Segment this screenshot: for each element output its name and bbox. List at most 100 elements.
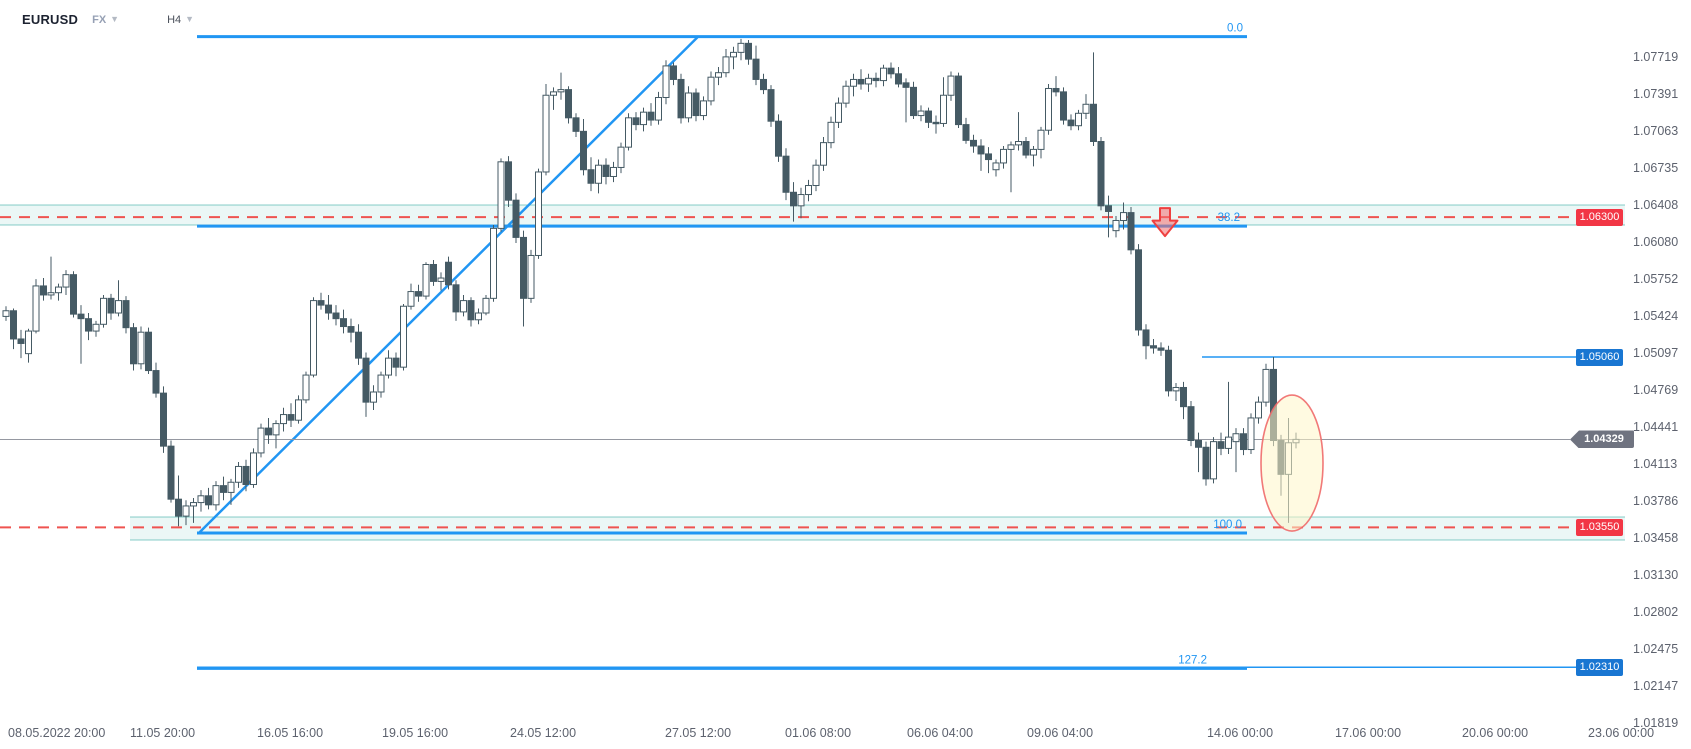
candle-down [670, 65, 677, 80]
candles [2, 38, 1300, 527]
highlight-zone [130, 517, 1625, 541]
time-axis-label: 09.06 04:00 [1027, 726, 1093, 740]
candle-up [550, 91, 557, 96]
candle-down [692, 92, 700, 117]
candle-down [1052, 87, 1060, 93]
price-axis-label: 1.07063 [1633, 124, 1678, 138]
candle-up [1210, 441, 1217, 480]
candle-down [977, 145, 985, 155]
price-axis-label: 1.04769 [1633, 383, 1678, 397]
candle-up [227, 481, 235, 493]
candle-down [587, 169, 595, 184]
market-label: FX [92, 13, 107, 26]
candle-up [992, 162, 1000, 171]
candle-up [1037, 129, 1045, 150]
candle-up [1030, 148, 1037, 156]
price-tag-target[interactable]: 1.02310 [1576, 658, 1623, 676]
symbol-name[interactable]: EURUSD [22, 12, 79, 27]
price-axis-label: 1.06080 [1633, 235, 1678, 249]
candle-down [415, 291, 422, 297]
price-axis[interactable]: 1.07719 1.07391 1.07063 1.06735 1.06408 1.060… [1633, 50, 1678, 730]
candle-down [790, 191, 797, 207]
candle-up [1075, 112, 1082, 127]
candle-up [865, 77, 872, 85]
price-tag-resistance[interactable]: 1.06300 [1576, 208, 1623, 226]
highlight-ellipse[interactable] [1260, 394, 1324, 532]
timeframe-selector[interactable]: H4 ▼ [133, 14, 194, 26]
price-tag-support[interactable]: 1.03550 [1576, 518, 1623, 536]
time-axis-label: 01.06 08:00 [785, 726, 851, 740]
candle-up [1120, 212, 1127, 221]
candle-down [925, 110, 932, 123]
candle-down [220, 485, 227, 493]
candle-up [475, 312, 482, 321]
candle-up [700, 100, 707, 117]
candle-up [797, 194, 805, 207]
price-axis-label: 1.07391 [1633, 87, 1678, 101]
candle-up [842, 85, 850, 104]
candle-up [1007, 144, 1015, 150]
candle-up [1262, 368, 1270, 403]
candle-up [137, 331, 145, 365]
time-axis-label: 06.06 04:00 [907, 726, 973, 740]
candle-down [1195, 440, 1202, 448]
candle-down [767, 89, 775, 122]
candle-down [77, 313, 85, 320]
candle-up [115, 300, 122, 314]
time-axis-label: 20.06 00:00 [1462, 726, 1528, 740]
time-axis-label: 08.05.2022 20:00 [8, 726, 105, 740]
sell-arrow-icon[interactable] [1151, 207, 1179, 238]
candle-up [595, 164, 602, 184]
candle-down [857, 78, 865, 85]
candle-down [677, 78, 685, 119]
candle-down [782, 155, 790, 193]
time-axis-label: 17.06 00:00 [1335, 726, 1401, 740]
candle-down [872, 77, 880, 82]
candle-down [1157, 347, 1165, 351]
candle-down [752, 58, 760, 80]
candle-down [1090, 103, 1097, 143]
candle-down [122, 300, 130, 329]
candle-up [55, 286, 62, 294]
candle-up [257, 427, 265, 454]
candle-down [10, 310, 17, 340]
time-axis-label: 23.06 00:00 [1588, 726, 1654, 740]
price-axis-label: 1.05097 [1633, 346, 1678, 360]
candle-up [437, 277, 445, 282]
candle-up [707, 76, 715, 102]
candle-down [962, 124, 970, 141]
candle-up [497, 161, 505, 229]
candle-up [527, 254, 535, 299]
price-tag-level-upper[interactable]: 1.05060 [1576, 348, 1623, 366]
candle-down [355, 331, 362, 359]
candle-up [92, 323, 100, 332]
candle-up [655, 97, 662, 121]
candle-down [130, 327, 137, 365]
candle-up [835, 102, 842, 123]
candle-down [1165, 349, 1172, 392]
candle-up [1082, 103, 1090, 114]
candle-up [917, 110, 925, 117]
candle-up [730, 51, 737, 58]
candle-down [167, 445, 175, 500]
candle-down [1240, 433, 1247, 451]
candle-down [1187, 406, 1195, 442]
candle-down [107, 297, 115, 314]
price-axis-label: 1.06408 [1633, 198, 1678, 212]
time-axis-label: 16.05 16:00 [257, 726, 323, 740]
time-axis[interactable]: 08.05.2022 20:00 11.05 20:00 16.05 16:00 19… [8, 726, 1654, 740]
candle-up [722, 56, 730, 74]
price-axis-label: 1.02802 [1633, 605, 1678, 619]
candle-up [490, 227, 497, 299]
highlight-zone [0, 205, 1625, 226]
candle-up [1225, 436, 1232, 449]
candle-down [40, 285, 47, 296]
candle-down [242, 465, 250, 486]
candle-down [775, 120, 782, 157]
chart-header: EURUSD FX ▼ H4 ▼ [22, 12, 194, 27]
candle-down [1022, 141, 1030, 156]
candle-up [827, 121, 835, 144]
market-selector[interactable]: FX ▼ [92, 14, 119, 26]
candle-up [662, 65, 670, 99]
